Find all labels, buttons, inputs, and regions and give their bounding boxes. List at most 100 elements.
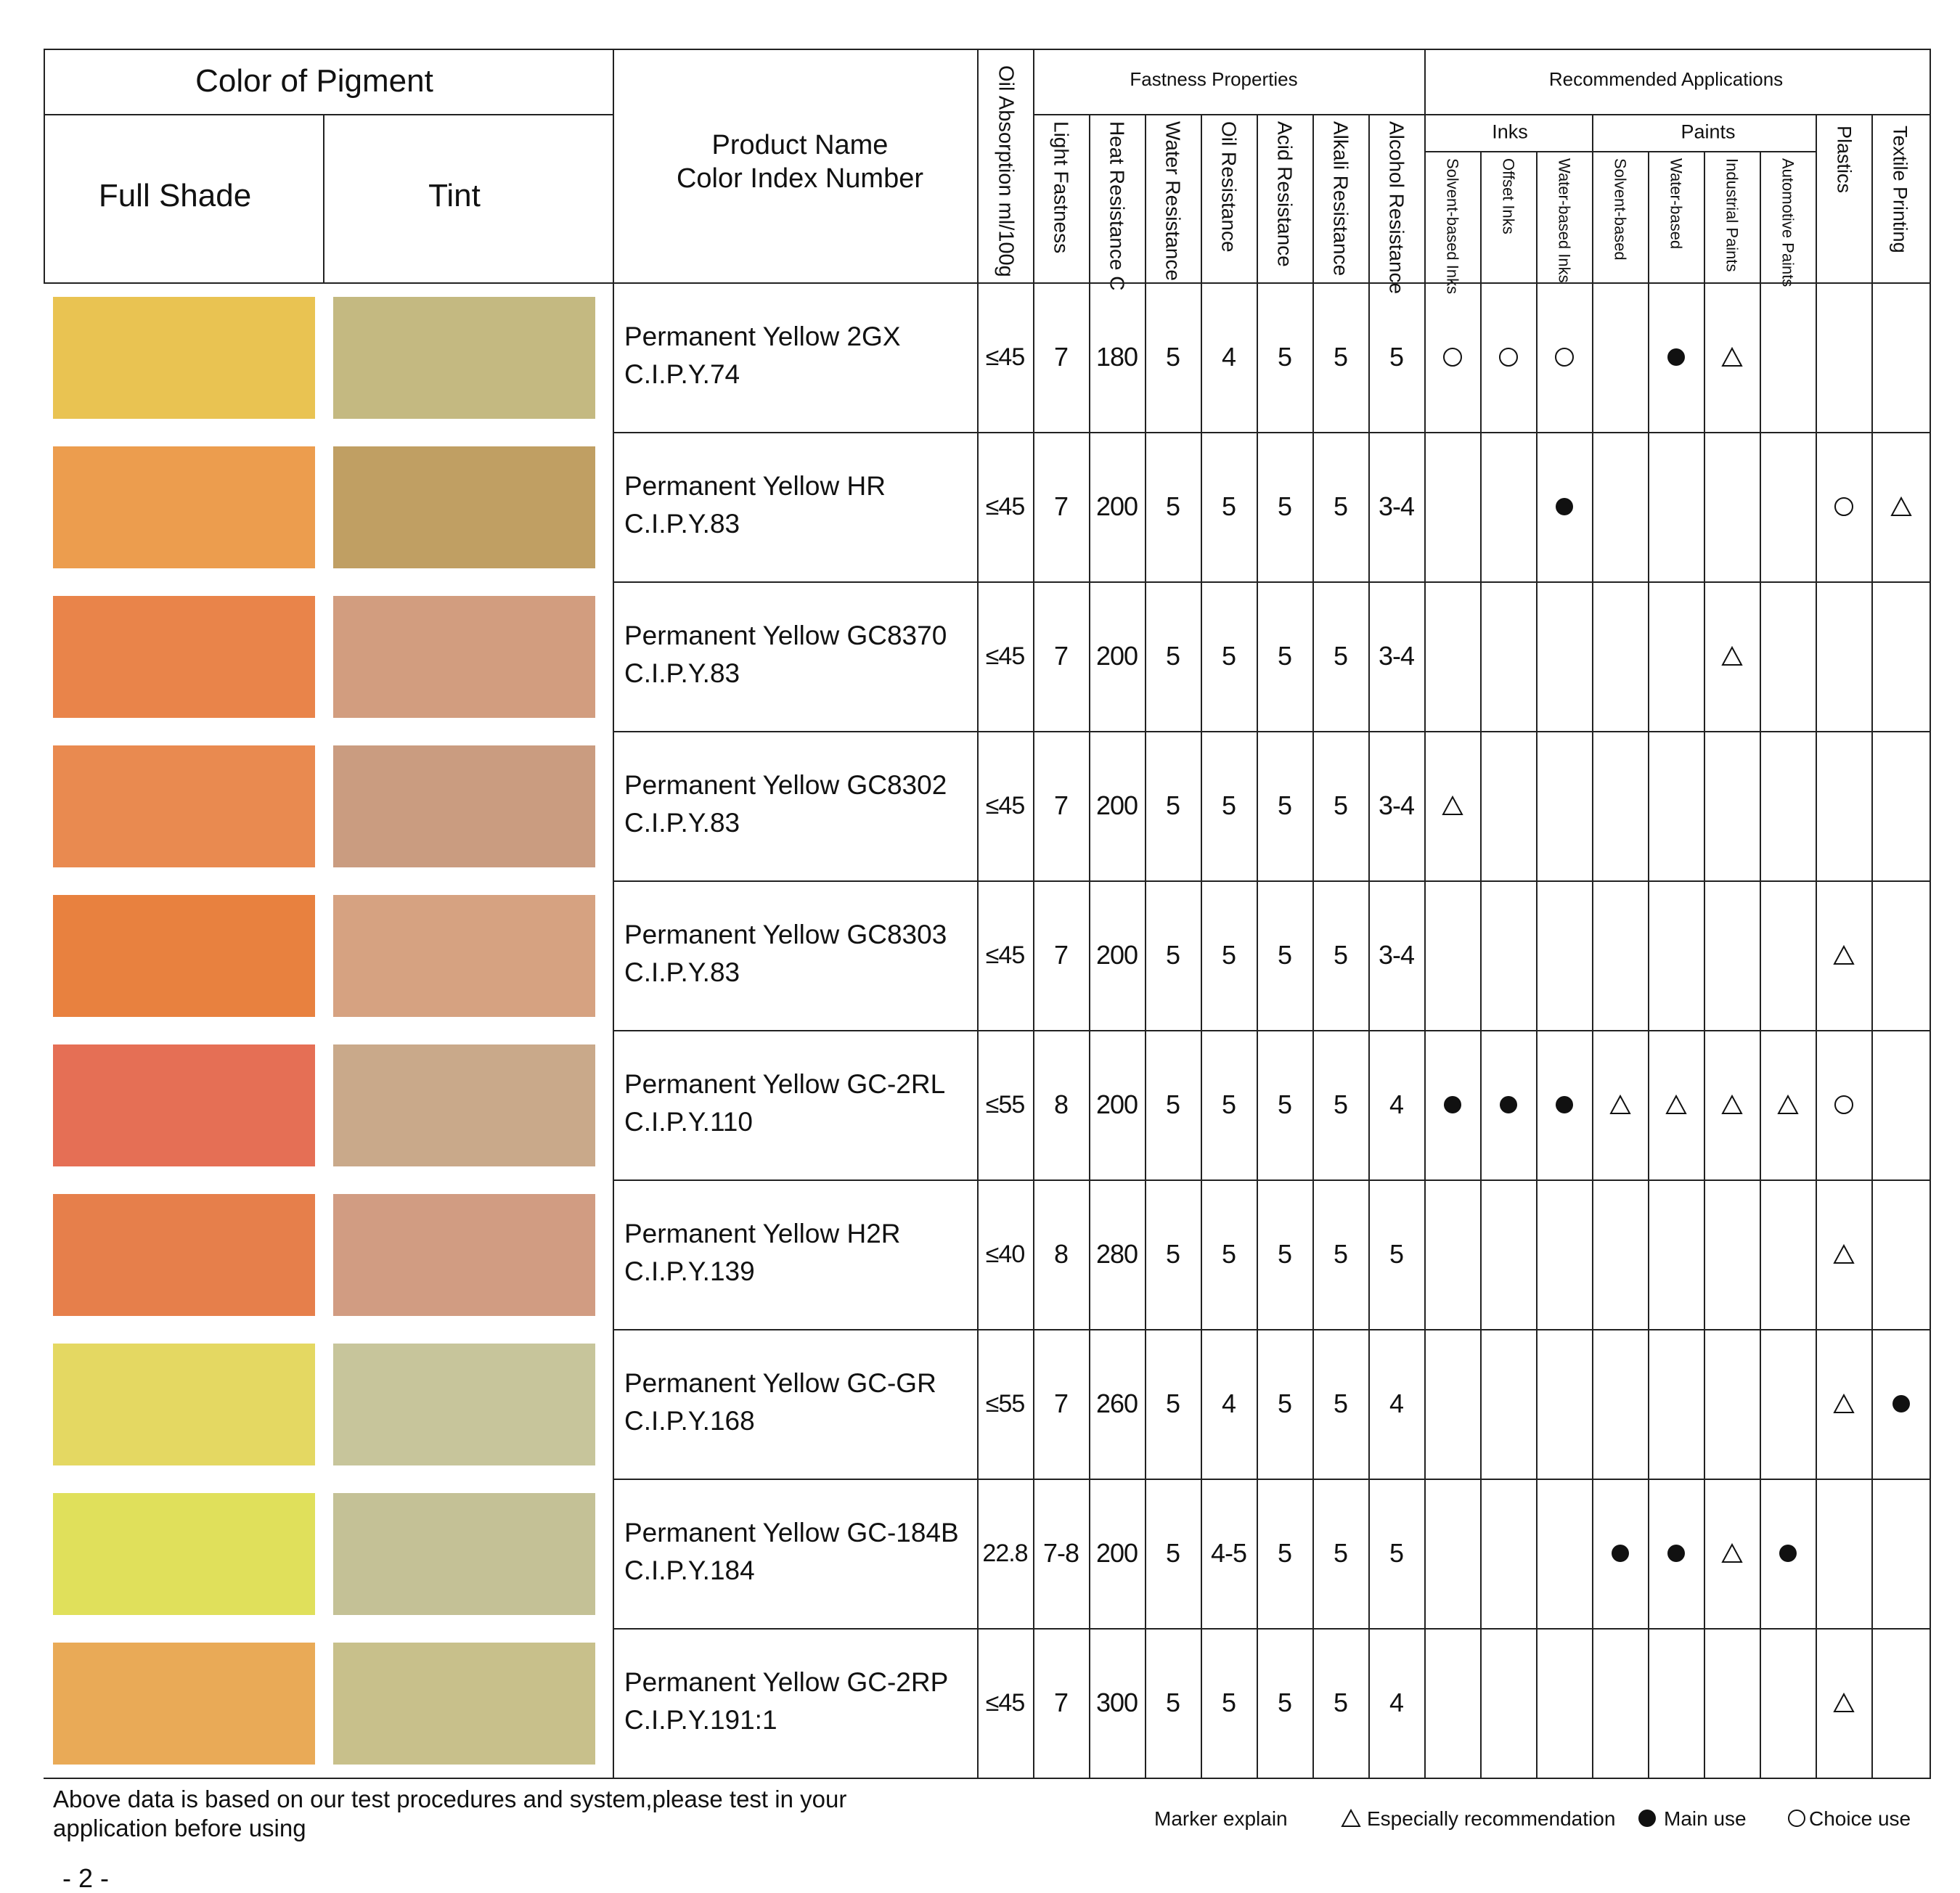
row-separator <box>613 731 1931 732</box>
fastness-value: 3-4 <box>1378 641 1415 671</box>
table-top-border <box>44 49 1931 50</box>
footer-note-line2: application before using <box>53 1815 306 1841</box>
fastness-col-heading: Oil Resistance <box>1217 121 1241 253</box>
fastness-value: 5 <box>1333 790 1348 820</box>
recommend-triangle-icon <box>1890 496 1912 518</box>
fastness-value: 5 <box>1165 790 1180 820</box>
page-number: - 2 - <box>62 1863 110 1893</box>
recommend-triangle-icon <box>1665 1094 1687 1116</box>
fastness-value: 5 <box>1333 1089 1348 1119</box>
fastness-value: 7 <box>1053 641 1069 671</box>
full-shade-swatch <box>53 745 315 867</box>
fastness-value: 280 <box>1095 1239 1138 1269</box>
main-use-dot-icon <box>1553 496 1575 518</box>
paints-col-heading: Industrial Paints <box>1723 158 1741 272</box>
oil-absorption-value: ≤40 <box>985 1240 1025 1268</box>
recommend-triangle-icon <box>1776 1094 1799 1116</box>
full-shade-swatch <box>53 596 315 718</box>
fastness-value: 200 <box>1095 940 1138 970</box>
row-separator <box>613 1329 1931 1330</box>
choice-use-circle-icon <box>1833 496 1855 518</box>
oil-absorption-value: ≤45 <box>985 941 1025 969</box>
tint-swatch <box>333 745 595 867</box>
fastness-value: 5 <box>1221 1089 1236 1119</box>
full-shade-swatch <box>53 1044 315 1166</box>
tint-swatch <box>333 596 595 718</box>
fastness-value: 3-4 <box>1378 790 1415 820</box>
plastics-heading: Plastics <box>1833 126 1855 194</box>
fastness-value: 5 <box>1333 1688 1348 1717</box>
oil-right-border <box>1033 49 1034 1778</box>
color-index-number: C.I.P.Y.83 <box>624 808 740 838</box>
fastness-value: 300 <box>1095 1688 1138 1717</box>
main-use-dot-icon <box>1665 1542 1687 1564</box>
fastness-value: 5 <box>1333 1389 1348 1418</box>
fastness-col-heading: Alcohol Resistance <box>1385 121 1408 295</box>
choice-use-circle-icon <box>1553 346 1575 368</box>
fastness-value: 5 <box>1277 641 1292 671</box>
triangle-icon <box>1341 1809 1361 1828</box>
fastness-value: 7 <box>1053 1389 1069 1418</box>
full-shade-swatch <box>53 1643 315 1765</box>
color-index-number: C.I.P.Y.83 <box>624 957 740 987</box>
header-bottom-border <box>44 282 1931 284</box>
recommend-triangle-icon <box>1832 1692 1855 1714</box>
tint-swatch <box>333 895 595 1017</box>
fastness-value: 7 <box>1053 342 1069 372</box>
row-separator <box>613 1030 1931 1031</box>
product-name: Permanent Yellow GC8303 <box>624 920 947 949</box>
fastness-col-heading: Water Resistance <box>1161 121 1185 281</box>
product-name-heading: Product Name <box>711 130 889 160</box>
product-name: Permanent Yellow HR <box>624 471 886 501</box>
full-shade-swatch <box>53 1344 315 1465</box>
paints-col-heading: Solvent-based <box>1611 158 1630 261</box>
fastness-value: 5 <box>1277 940 1292 970</box>
row-separator <box>613 1179 1931 1181</box>
row-separator <box>613 1628 1931 1630</box>
oil-absorption-heading: Oil Absorption ml/100g <box>994 65 1018 277</box>
fastness-value: 7-8 <box>1042 1538 1079 1568</box>
fastness-col-line <box>1145 114 1146 1778</box>
fastness-value: 7 <box>1053 940 1069 970</box>
recommend-triangle-icon <box>1720 346 1743 368</box>
table-left-border <box>44 49 45 282</box>
footer-note-line1: Above data is based on our test procedur… <box>53 1786 847 1812</box>
product-name: Permanent Yellow GC-2RL <box>624 1069 946 1099</box>
row-separator <box>613 581 1931 583</box>
color-index-number: C.I.P.Y.110 <box>624 1107 753 1137</box>
inks-group-heading: Inks <box>1492 120 1528 143</box>
fastness-value: 5 <box>1333 641 1348 671</box>
choice-use-circle-icon <box>1498 346 1519 368</box>
full-shade-swatch <box>53 1194 315 1316</box>
full-shade-swatch <box>53 895 315 1017</box>
color-index-number: C.I.P.Y.83 <box>624 658 740 688</box>
fastness-value: 5 <box>1165 342 1180 372</box>
product-name: Permanent Yellow GC-2RP <box>624 1667 949 1697</box>
fastness-value: 5 <box>1389 1239 1404 1269</box>
inks-col-heading: Water-based Inks <box>1555 158 1574 283</box>
tint-swatch <box>333 1344 595 1465</box>
fastness-value: 5 <box>1165 1538 1180 1568</box>
fastness-value: 5 <box>1277 1239 1292 1269</box>
full-tint-divider <box>323 114 324 282</box>
paints-group-heading: Paints <box>1681 120 1736 143</box>
fastness-value: 5 <box>1165 1389 1180 1418</box>
color-index-number: C.I.P.Y.168 <box>624 1406 755 1436</box>
circle-legend-label: Choice use <box>1809 1807 1911 1830</box>
fastness-value: 5 <box>1165 1089 1180 1119</box>
fastness-value: 5 <box>1221 1688 1236 1717</box>
textile-printing-heading: Textile Printing <box>1889 126 1911 253</box>
row-separator <box>613 432 1931 433</box>
fastness-value: 200 <box>1095 790 1138 820</box>
recommend-triangle-icon <box>1720 1094 1743 1116</box>
dot-legend-label: Main use <box>1664 1807 1747 1830</box>
oil-absorption-value: ≤55 <box>985 1390 1025 1418</box>
fastness-value: 4 <box>1389 1089 1404 1119</box>
fastness-value: 200 <box>1095 1538 1138 1568</box>
fastness-value: 5 <box>1165 491 1180 521</box>
paints-col-heading: Water-based <box>1667 158 1686 250</box>
row-separator <box>613 1479 1931 1480</box>
product-name: Permanent Yellow 2GX <box>624 322 901 351</box>
fastness-value: 8 <box>1053 1089 1069 1119</box>
recommend-triangle-icon <box>1441 795 1463 817</box>
